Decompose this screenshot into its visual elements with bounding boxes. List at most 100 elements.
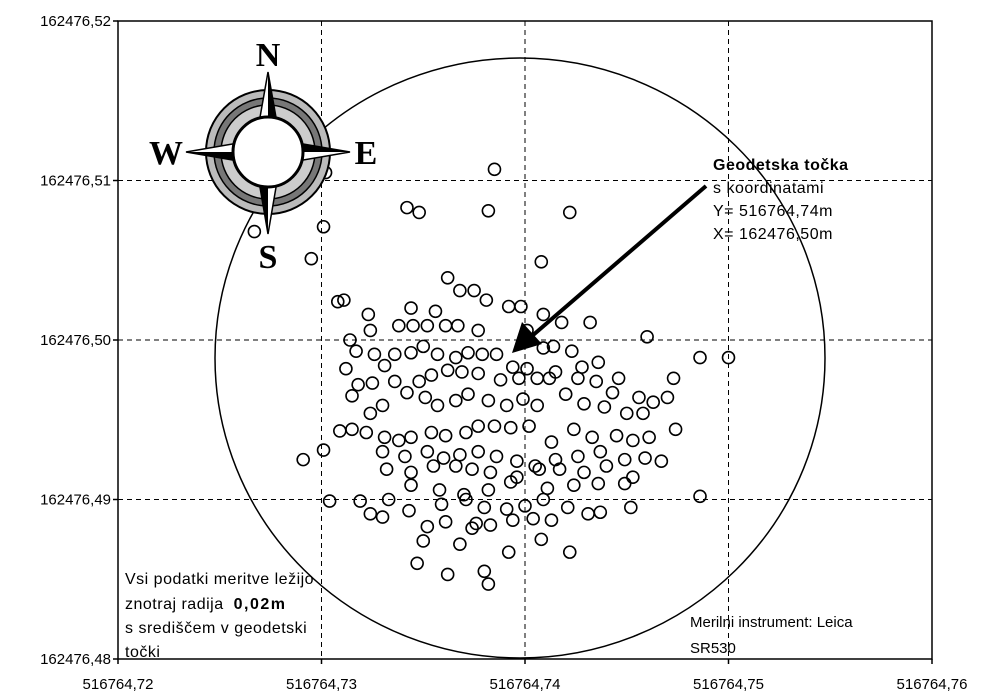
point bbox=[426, 459, 441, 473]
y-tick-label: 162476,51 bbox=[40, 173, 111, 190]
x-tick-label: 516764,76 bbox=[897, 676, 968, 693]
point bbox=[345, 422, 359, 437]
instrument-note: Merilni instrument: Leica bbox=[690, 614, 853, 631]
point bbox=[461, 387, 475, 402]
point bbox=[424, 368, 439, 382]
point bbox=[562, 545, 577, 559]
point bbox=[418, 390, 433, 405]
point bbox=[375, 444, 390, 459]
point bbox=[571, 371, 585, 386]
point bbox=[577, 465, 591, 480]
point bbox=[505, 513, 520, 528]
point bbox=[400, 200, 414, 215]
point bbox=[424, 425, 439, 440]
point bbox=[412, 374, 426, 389]
point bbox=[479, 293, 494, 307]
point bbox=[640, 330, 654, 344]
point bbox=[455, 365, 469, 379]
point bbox=[387, 374, 402, 389]
point bbox=[611, 371, 626, 386]
point bbox=[526, 511, 540, 526]
point bbox=[438, 515, 453, 529]
point bbox=[542, 371, 557, 386]
point bbox=[322, 494, 337, 508]
point bbox=[392, 433, 406, 448]
point bbox=[477, 500, 492, 515]
point bbox=[510, 454, 524, 469]
point bbox=[642, 430, 656, 445]
point bbox=[619, 406, 634, 421]
point bbox=[453, 537, 467, 551]
point bbox=[585, 430, 599, 445]
note-text: znotraj radija bbox=[125, 596, 224, 613]
point bbox=[503, 420, 518, 435]
point bbox=[398, 449, 412, 464]
point bbox=[571, 449, 585, 464]
point bbox=[693, 489, 707, 504]
note-line: Vsi podatki meritve ležijo bbox=[125, 571, 314, 588]
point bbox=[605, 385, 620, 400]
point bbox=[597, 400, 612, 414]
note-line: s središčem v geodetski bbox=[125, 620, 307, 637]
point bbox=[375, 398, 390, 413]
point bbox=[668, 422, 683, 437]
compass-w: W bbox=[149, 135, 183, 172]
point bbox=[361, 307, 376, 322]
point bbox=[440, 567, 455, 582]
compass-n: N bbox=[256, 37, 281, 74]
compass-s: S bbox=[259, 239, 278, 276]
note-radius: 0,02m bbox=[234, 596, 287, 613]
point bbox=[562, 205, 577, 220]
point bbox=[247, 224, 262, 239]
point bbox=[420, 519, 435, 534]
point bbox=[392, 318, 406, 333]
point bbox=[693, 350, 707, 365]
point bbox=[501, 545, 516, 559]
point bbox=[522, 419, 536, 433]
point bbox=[400, 385, 414, 400]
point bbox=[481, 483, 496, 497]
point bbox=[554, 315, 569, 330]
axes: 516764,72 516764,73 516764,74 516764,75 5167… bbox=[40, 13, 967, 693]
point bbox=[430, 347, 445, 362]
point bbox=[534, 255, 549, 269]
point bbox=[505, 360, 520, 374]
point bbox=[666, 371, 681, 386]
point bbox=[512, 371, 526, 386]
point bbox=[638, 451, 652, 465]
point bbox=[453, 283, 467, 298]
point bbox=[577, 396, 591, 411]
point bbox=[296, 452, 310, 467]
point bbox=[528, 459, 542, 473]
point bbox=[467, 283, 481, 298]
point bbox=[404, 430, 418, 445]
point bbox=[449, 459, 463, 473]
point bbox=[449, 350, 463, 365]
point bbox=[591, 355, 606, 370]
arrow bbox=[512, 184, 708, 353]
point bbox=[410, 556, 424, 571]
point bbox=[487, 162, 502, 177]
point bbox=[626, 433, 640, 448]
point bbox=[316, 219, 331, 234]
point bbox=[591, 476, 606, 491]
point bbox=[558, 387, 573, 402]
point bbox=[404, 301, 418, 315]
point bbox=[609, 428, 624, 443]
point bbox=[416, 339, 431, 354]
point bbox=[593, 505, 608, 520]
x-tick-label: 516764,74 bbox=[490, 676, 561, 693]
point-note-line: s koordinatami bbox=[713, 180, 824, 197]
point bbox=[420, 444, 435, 459]
point bbox=[660, 390, 675, 405]
point bbox=[481, 577, 496, 591]
point bbox=[565, 344, 579, 358]
point bbox=[567, 422, 581, 437]
point bbox=[471, 444, 485, 459]
point bbox=[353, 494, 367, 508]
point bbox=[412, 205, 426, 220]
point bbox=[471, 366, 485, 381]
point bbox=[459, 492, 473, 507]
